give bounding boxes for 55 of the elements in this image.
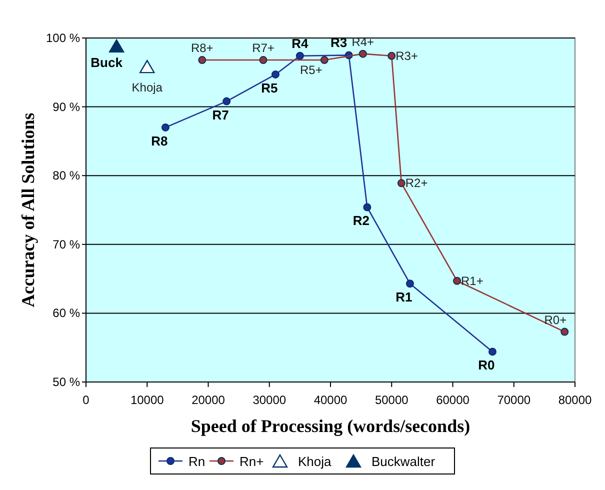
y-tick-label: 80 %	[52, 168, 80, 183]
point	[406, 280, 414, 288]
annotation: R7+	[252, 41, 274, 56]
point	[363, 203, 372, 212]
annotation: R7	[212, 107, 229, 122]
point	[198, 56, 206, 64]
annotation: Khoja	[132, 80, 163, 95]
annotation: R1	[396, 290, 412, 305]
annotation: R8	[151, 133, 168, 148]
x-axis-title: Speed of Processing (words/seconds)	[190, 416, 470, 436]
y-tick-label: 90 %	[52, 100, 80, 114]
x-tick-label: 50000	[374, 393, 409, 407]
y-tick-label: 60 %	[52, 306, 80, 320]
x-tick-label: 60000	[436, 393, 470, 407]
point	[453, 276, 462, 285]
x-tick-label: 40000	[314, 393, 348, 407]
annotation: R3+	[396, 48, 418, 63]
y-tick-label: 100 %	[46, 31, 80, 45]
point	[259, 56, 268, 64]
point	[358, 50, 367, 58]
legend-label: Rn+	[240, 454, 264, 469]
point	[388, 52, 396, 60]
x-tick-label: 0	[82, 393, 90, 407]
annotation: R5+	[300, 63, 322, 78]
legend-label: Rn	[188, 454, 206, 469]
annotation: Buck	[90, 54, 124, 70]
point	[320, 56, 328, 64]
annotation: R0	[478, 358, 495, 373]
point	[488, 348, 496, 356]
point	[161, 123, 170, 132]
y-tick-label: 50 %	[52, 375, 80, 389]
point	[296, 52, 304, 60]
annotation: R2+	[405, 176, 428, 190]
annotation: R8+	[190, 41, 214, 56]
annotation: R4+	[352, 34, 374, 49]
x-tick-label: 10000	[130, 393, 164, 407]
point	[222, 97, 231, 106]
annotation: R4	[292, 36, 310, 51]
annotation: R2	[352, 213, 370, 228]
point	[271, 70, 280, 78]
annotation: R5	[261, 80, 278, 96]
x-tick-label: 80000	[558, 393, 592, 407]
annotation: R0+	[544, 312, 567, 327]
y-axis-title: Accuracy of All Solutions	[18, 112, 38, 308]
x-tick-label: 70000	[497, 393, 531, 407]
point	[140, 60, 155, 74]
point	[560, 328, 569, 336]
point	[108, 39, 124, 53]
legend-label: Khoja	[298, 454, 332, 469]
x-tick-label: 20000	[192, 393, 226, 407]
annotation: R1+	[461, 274, 484, 288]
x-tick-label: 30000	[252, 393, 286, 407]
legend-label: Buckwalter	[372, 454, 436, 469]
y-tick-label: 70 %	[52, 237, 80, 252]
point	[397, 179, 406, 188]
